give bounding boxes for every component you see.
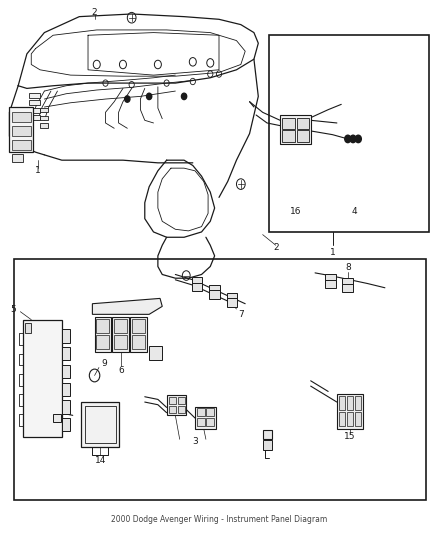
Bar <box>192 283 202 292</box>
Text: 15: 15 <box>344 432 356 441</box>
Bar <box>197 418 205 426</box>
Bar <box>40 108 48 112</box>
Bar <box>40 124 48 128</box>
Bar <box>177 406 184 413</box>
Bar <box>169 397 176 404</box>
Bar <box>177 397 184 404</box>
Bar <box>337 394 363 429</box>
Bar <box>209 290 220 299</box>
Bar <box>339 396 345 410</box>
Bar <box>62 329 70 343</box>
Bar <box>339 412 345 426</box>
Bar <box>14 259 426 500</box>
Bar <box>149 346 162 360</box>
Bar <box>85 406 116 443</box>
Bar <box>263 440 272 450</box>
Text: 2000 Dodge Avenger Wiring - Instrument Panel Diagram: 2000 Dodge Avenger Wiring - Instrument P… <box>111 514 327 523</box>
Bar <box>29 93 40 98</box>
Circle shape <box>181 93 187 100</box>
Bar <box>29 108 40 113</box>
Text: 14: 14 <box>95 456 106 465</box>
Bar <box>347 396 353 410</box>
Bar <box>12 126 31 136</box>
Bar <box>227 293 237 301</box>
Bar <box>10 107 33 152</box>
Bar <box>342 278 353 287</box>
Bar <box>166 395 186 415</box>
Bar <box>325 280 336 288</box>
Bar <box>22 320 62 437</box>
Bar <box>209 285 220 293</box>
Bar <box>40 116 48 120</box>
Text: 7: 7 <box>238 310 244 319</box>
Bar <box>12 140 31 150</box>
Bar <box>131 317 147 352</box>
Bar <box>197 408 205 416</box>
Circle shape <box>147 93 152 100</box>
Bar <box>227 298 237 307</box>
Bar <box>355 412 361 426</box>
Text: 2: 2 <box>92 8 97 17</box>
Text: 16: 16 <box>290 207 301 216</box>
Bar <box>263 430 272 439</box>
Bar <box>206 418 214 426</box>
Circle shape <box>345 135 351 143</box>
Bar <box>25 324 31 333</box>
Bar <box>206 408 214 416</box>
Text: 2: 2 <box>273 244 279 253</box>
Bar <box>62 383 70 396</box>
Bar <box>62 418 70 431</box>
Text: 3: 3 <box>192 438 198 447</box>
Text: 1: 1 <box>35 166 41 175</box>
Bar <box>12 154 22 162</box>
Bar <box>280 115 311 144</box>
Bar <box>96 335 110 349</box>
Bar <box>283 131 294 142</box>
Bar <box>114 335 127 349</box>
Bar <box>62 347 70 360</box>
Bar <box>95 317 111 352</box>
Bar <box>62 400 70 414</box>
Bar <box>169 406 176 413</box>
Circle shape <box>125 96 130 102</box>
Bar <box>297 131 308 142</box>
Bar <box>12 112 31 122</box>
Bar <box>132 319 145 333</box>
Text: 1: 1 <box>330 248 336 257</box>
Bar <box>29 100 40 106</box>
Bar <box>195 407 216 429</box>
Bar <box>132 335 145 349</box>
Bar <box>29 115 40 120</box>
Bar <box>347 412 353 426</box>
Bar <box>342 284 353 292</box>
Bar <box>297 118 308 129</box>
Text: 5: 5 <box>10 304 16 313</box>
Text: 6: 6 <box>118 366 124 375</box>
Bar <box>269 35 428 232</box>
Bar <box>81 402 119 447</box>
Bar <box>114 319 127 333</box>
Text: 8: 8 <box>345 263 351 272</box>
Bar <box>53 414 61 422</box>
Bar <box>325 274 336 283</box>
Bar <box>62 365 70 378</box>
Text: 9: 9 <box>101 359 107 368</box>
Text: 4: 4 <box>352 207 357 216</box>
Circle shape <box>350 135 356 143</box>
Polygon shape <box>92 298 162 314</box>
Bar <box>192 277 202 286</box>
Bar <box>113 317 129 352</box>
Circle shape <box>355 135 361 143</box>
Bar <box>283 118 294 129</box>
Bar <box>96 319 110 333</box>
Bar <box>355 396 361 410</box>
